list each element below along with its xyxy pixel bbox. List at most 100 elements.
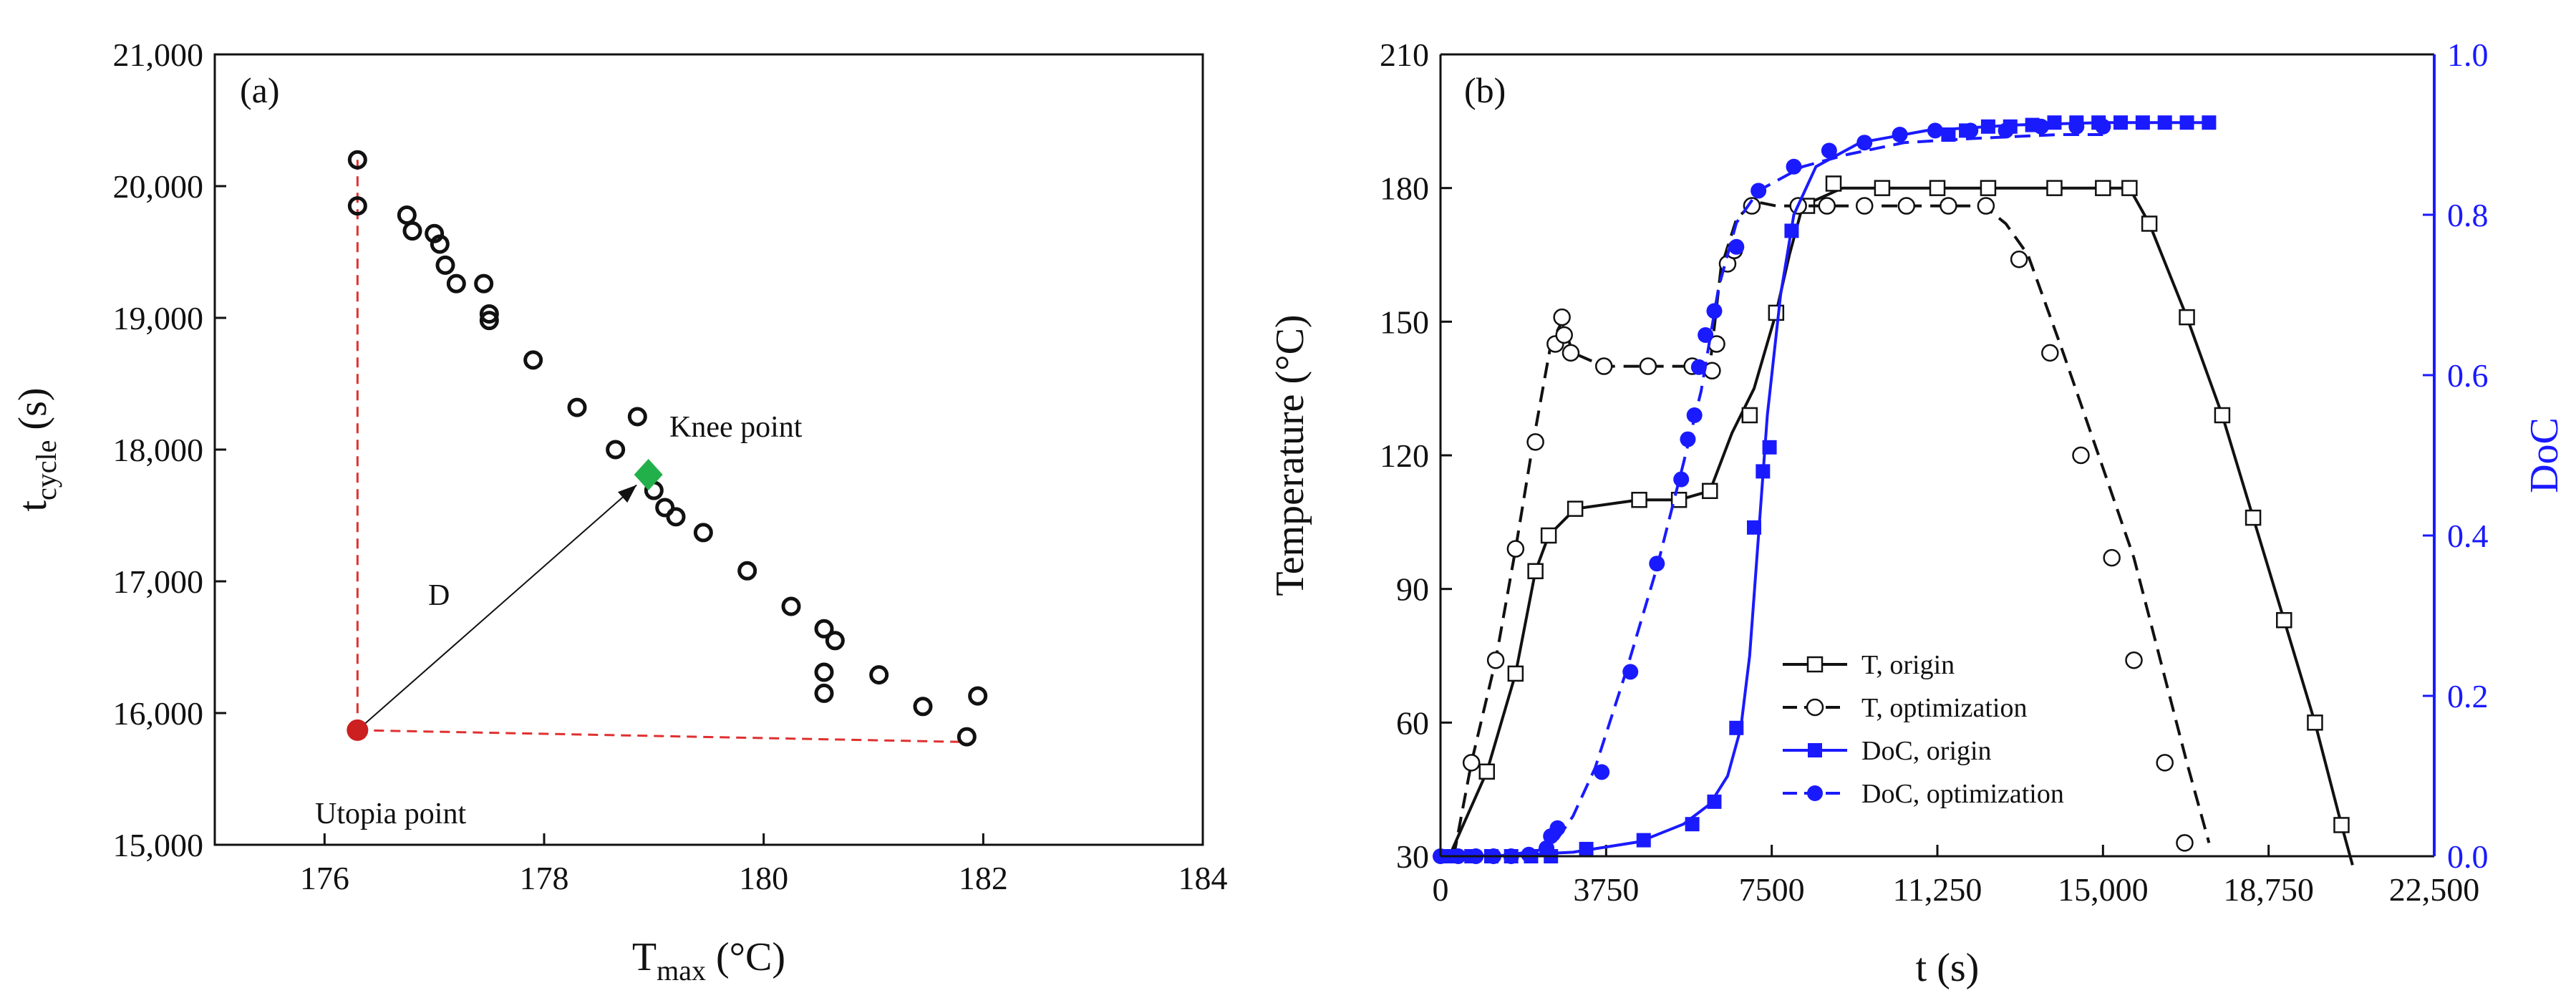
series-marker (2156, 754, 2174, 772)
series-marker (1555, 326, 1573, 344)
series-marker (2103, 548, 2121, 567)
x-tick-label: 0 (1433, 871, 1449, 908)
x-tick-label: 18,750 (2223, 871, 2314, 908)
scatter-point (402, 221, 422, 241)
x-tick-label: 182 (959, 860, 1008, 896)
y-tick-label: 21,000 (113, 37, 204, 73)
panel-b: 0 3750 7500 11,250 15,000 18,750 22,500 30 60 90 1… (1268, 37, 2567, 990)
series-marker (2179, 309, 2195, 326)
series-marker (1685, 817, 1700, 832)
series-marker (1567, 500, 1584, 517)
series-marker (1962, 122, 1979, 139)
scatter-point (825, 631, 845, 651)
right-y-tick-label: 0.2 (2447, 678, 2489, 714)
series-marker (2033, 118, 2049, 135)
scatter-point (523, 350, 543, 370)
series-marker (1507, 665, 1524, 682)
x-title-main: T (632, 935, 657, 979)
series-marker (1941, 127, 1956, 142)
utopia-horizontal-guide (357, 729, 967, 743)
scatter-point (567, 397, 587, 417)
left-y-tick-label: 150 (1380, 304, 1429, 340)
series-marker (1707, 794, 1722, 809)
series-marker (2125, 651, 2143, 669)
panel-a-scatter-points (347, 150, 988, 747)
y-tick-label: 18,000 (113, 432, 204, 468)
series-marker (1756, 464, 1771, 479)
x-title-sub: max (657, 954, 706, 987)
series-marker (1874, 180, 1891, 196)
legend-marker (1808, 743, 1822, 757)
x-tick-label: 3750 (1573, 871, 1639, 908)
scatter-point (814, 662, 834, 682)
x-tick-label: 11,250 (1893, 871, 1982, 908)
scatter-point (446, 273, 466, 294)
x-tick-label: 15,000 (2058, 871, 2149, 908)
series-marker (1527, 563, 1544, 580)
series-marker (1526, 433, 1544, 451)
scatter-point (397, 205, 417, 225)
series-marker (1786, 158, 1802, 175)
panel-b-left-axis-title: Temperature (°C) (1268, 314, 1312, 596)
left-y-tick-label: 30 (1396, 838, 1429, 875)
series-marker (2179, 115, 2194, 130)
right-y-tick-label: 0.6 (2447, 357, 2489, 394)
knee-point-marker (634, 458, 663, 490)
series-marker (1539, 840, 1555, 856)
series-marker (2135, 115, 2150, 130)
scatter-point (968, 686, 988, 706)
series-marker (1702, 483, 1718, 500)
y-tick-label: 16,000 (113, 695, 204, 732)
distance-label: D (428, 579, 450, 612)
x-tick-label: 7500 (1739, 871, 1805, 908)
series-marker (1751, 183, 1767, 199)
legend-marker (1807, 785, 1823, 801)
scatter-point (913, 697, 933, 717)
series-marker (1670, 491, 1688, 508)
series-marker (2214, 407, 2231, 424)
legend-marker (1806, 698, 1824, 717)
series-marker (2157, 115, 2172, 130)
series-marker (1929, 180, 1946, 196)
series-marker (1486, 651, 1505, 669)
series-marker (1940, 197, 1957, 215)
y-title-main: t (11, 500, 55, 512)
series-line (1440, 121, 2214, 858)
scatter-point (781, 596, 801, 616)
panel-a-special-points (347, 458, 663, 741)
x-tick-label: 176 (300, 860, 349, 896)
scatter-point (347, 196, 367, 216)
series-marker (2176, 834, 2194, 852)
series-marker (1743, 197, 1761, 215)
panel-b-label: (b) (1464, 70, 1506, 110)
series-marker (1856, 135, 1873, 151)
series-line (1448, 186, 2354, 866)
scatter-point (737, 561, 757, 581)
series-marker (1478, 763, 1496, 780)
scatter-point (814, 619, 834, 639)
series-marker (2202, 115, 2217, 130)
legend-label: DoC, origin (1861, 736, 1992, 766)
scatter-point (479, 304, 499, 324)
right-y-tick-label: 1.0 (2447, 37, 2489, 73)
series-marker (1897, 197, 1916, 215)
series-marker (1622, 664, 1639, 680)
series-marker (1980, 180, 1997, 196)
panel-a-ticks: 176 178 180 182 184 15,000 16,000 17,000 18,000 1… (113, 37, 1228, 896)
series-marker (1631, 491, 1647, 508)
left-y-tick-label: 90 (1396, 571, 1429, 608)
scatter-point (655, 498, 675, 518)
series-marker (1549, 820, 1566, 836)
distance-arrow-line (357, 484, 637, 731)
series-marker (1680, 431, 1696, 447)
scatter-point (474, 273, 494, 294)
series-marker (1579, 841, 1594, 856)
legend-label: T, optimization (1861, 693, 2027, 723)
series-marker (2307, 714, 2323, 731)
x-tick-label: 22,500 (2389, 871, 2480, 908)
series-line (1440, 133, 2103, 858)
series-marker (1825, 175, 1842, 192)
y-title-sub: cycle (30, 440, 62, 500)
x-tick-label: 184 (1178, 860, 1228, 896)
series-marker (1821, 142, 1837, 159)
